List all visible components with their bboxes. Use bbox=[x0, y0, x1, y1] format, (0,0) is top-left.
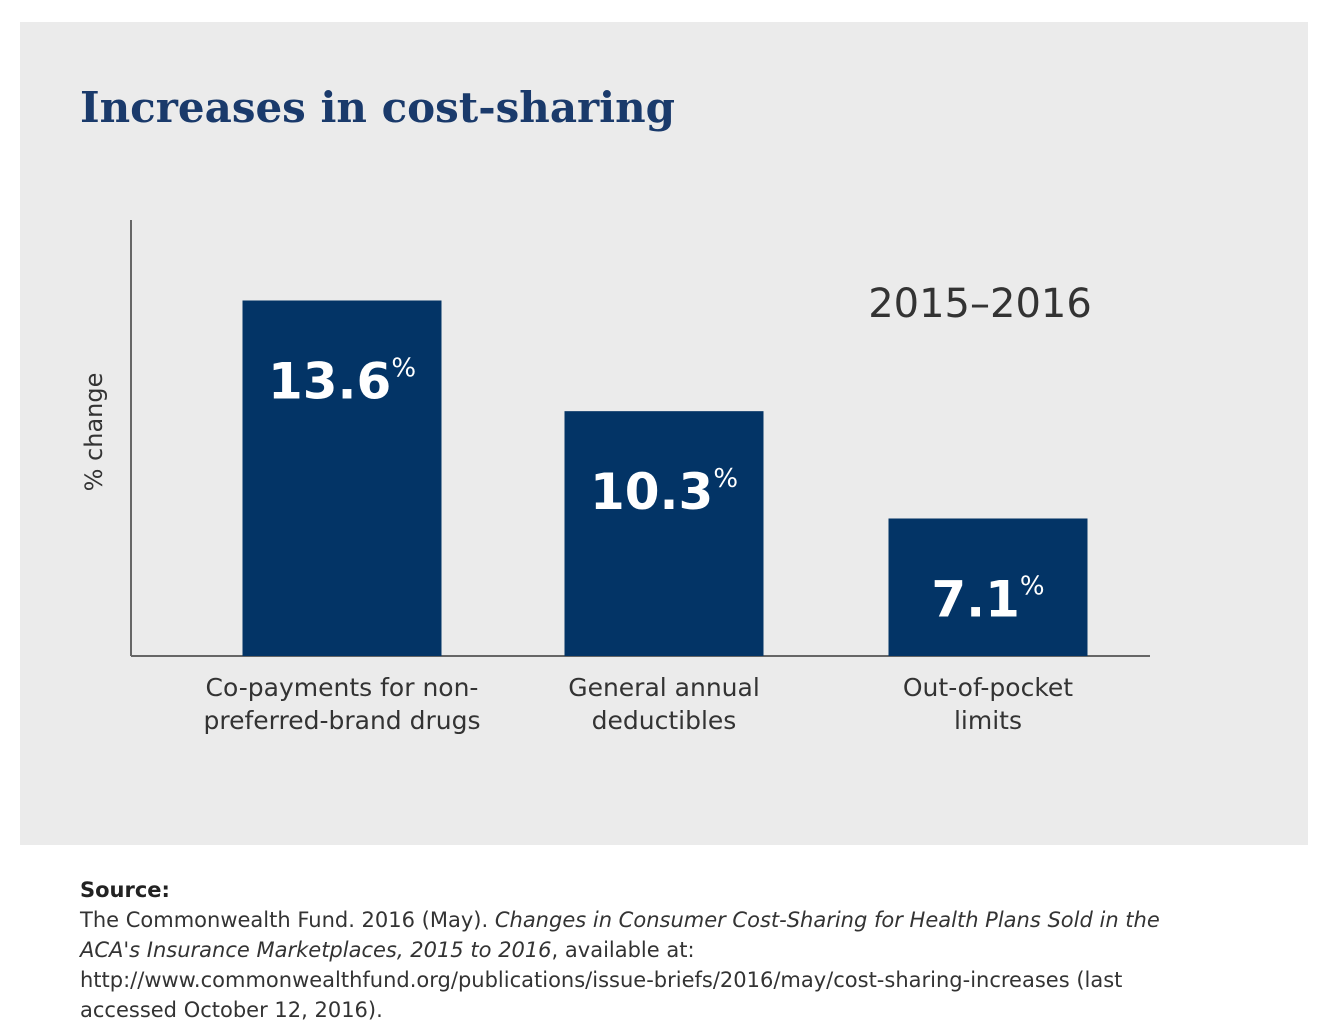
bar bbox=[242, 300, 442, 656]
source-text: , available at: http://www.commonwealthf… bbox=[80, 938, 1123, 1022]
value-label: 10.3% bbox=[590, 463, 738, 521]
source-title: Changes in Consumer Cost-Sharing for Hea… bbox=[80, 908, 1160, 962]
chart: Increases in cost-sharing 2015–2016 % ch… bbox=[80, 83, 1150, 657]
annotation: 2015–2016 bbox=[868, 281, 1092, 327]
bar bbox=[888, 518, 1088, 656]
source-label: Source: bbox=[80, 878, 170, 902]
bar bbox=[564, 411, 764, 656]
source-text: The Commonwealth Fund. 2016 (May). bbox=[80, 908, 495, 932]
value-label: 7.1% bbox=[931, 570, 1044, 628]
chart-title: Increases in cost-sharing bbox=[80, 83, 675, 132]
x-tick-label: Co-payments for non-preferred-brand drug… bbox=[203, 673, 481, 735]
value-label: 13.6% bbox=[268, 352, 416, 410]
source: Source: The Commonwealth Fund. 2016 (May)… bbox=[80, 875, 1190, 1025]
y-axis-label: % change bbox=[80, 373, 108, 492]
x-tick-label: Out-of-pocket limits bbox=[902, 673, 1074, 735]
x-tick-label: General annual deductibles bbox=[568, 673, 760, 735]
